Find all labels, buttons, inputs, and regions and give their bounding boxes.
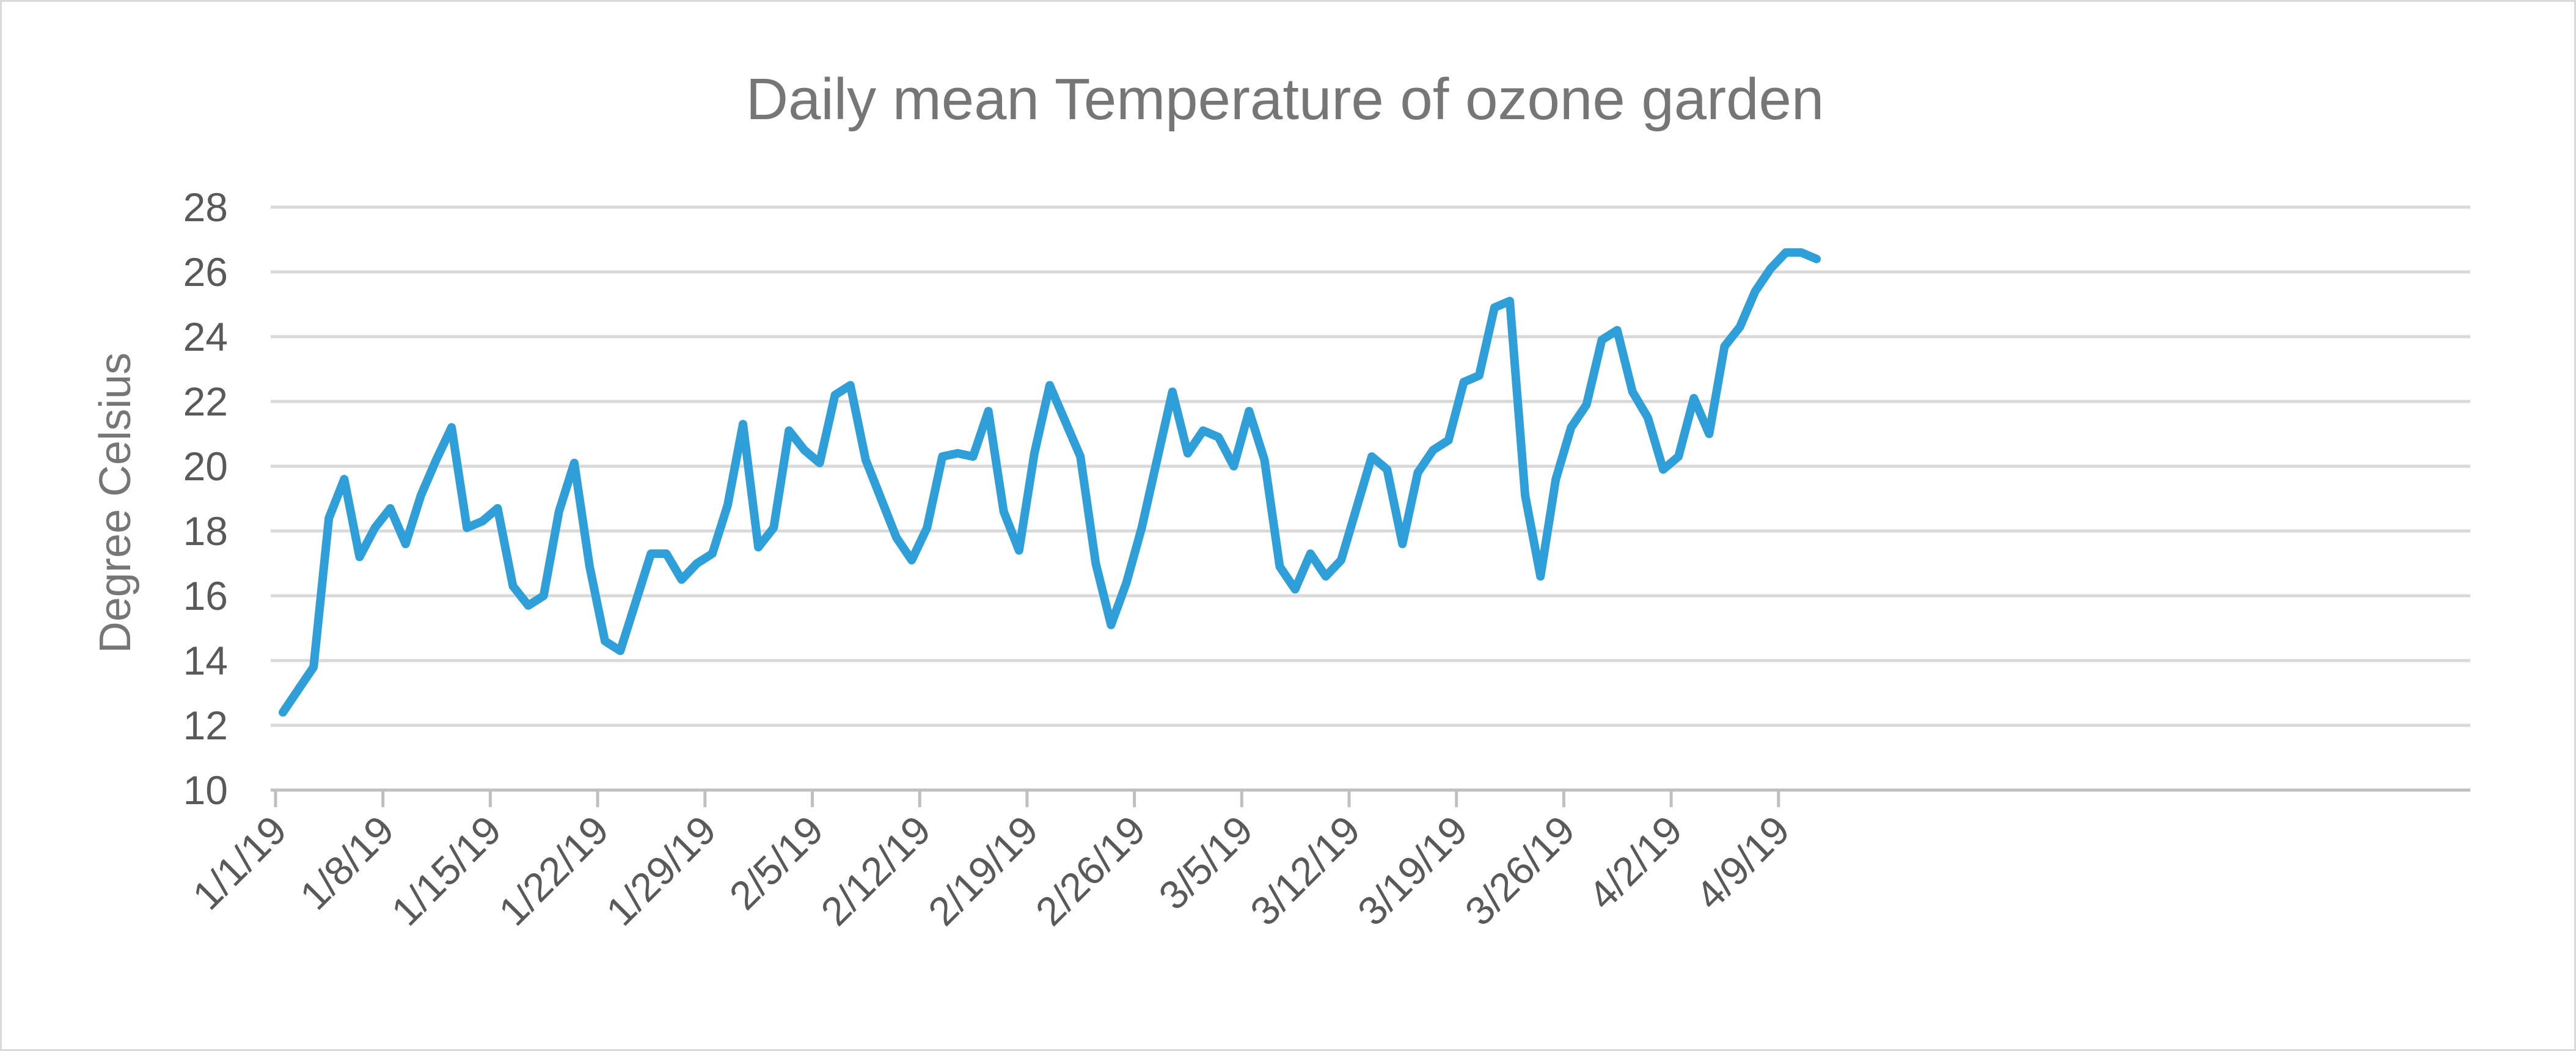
x-tick-label: 1/29/19 [598, 807, 725, 934]
y-tick-label: 22 [183, 379, 228, 424]
x-tick-label: 3/12/19 [1242, 807, 1369, 934]
series-temperature [279, 248, 1821, 717]
y-axis-ticks: 10 12 14 16 18 20 22 24 26 28 [183, 185, 228, 813]
y-axis-title: Degree Celsius [91, 353, 140, 653]
y-tick-label: 26 [183, 249, 228, 295]
y-tick-label: 20 [183, 444, 228, 489]
x-tick-label: 3/19/19 [1349, 807, 1476, 934]
y-tick-label: 14 [183, 638, 228, 683]
x-tick-label: 1/1/19 [184, 807, 295, 918]
x-tick-label: 2/19/19 [920, 807, 1047, 934]
x-tick-label: 3/26/19 [1456, 807, 1583, 934]
x-axis-ticks: 1/1/191/8/191/15/191/22/191/29/192/5/192… [184, 790, 1798, 934]
x-tick-label: 4/2/19 [1579, 807, 1691, 918]
series-line-temperature [279, 248, 1821, 717]
y-tick-label: 12 [183, 703, 228, 748]
y-tick-label: 10 [183, 767, 228, 813]
x-tick-label: 1/15/19 [382, 807, 510, 934]
x-tick-label: 2/26/19 [1026, 807, 1154, 934]
y-tick-label: 28 [183, 185, 228, 230]
y-tick-label: 18 [183, 508, 228, 554]
x-tick-label: 2/12/19 [812, 807, 939, 934]
y-tick-label: 24 [183, 314, 228, 359]
x-tick-label: 4/9/19 [1687, 807, 1798, 918]
y-tick-label: 16 [183, 573, 228, 618]
chart-title: Daily mean Temperature of ozone garden [746, 67, 1824, 132]
x-tick-label: 1/22/19 [490, 807, 617, 934]
